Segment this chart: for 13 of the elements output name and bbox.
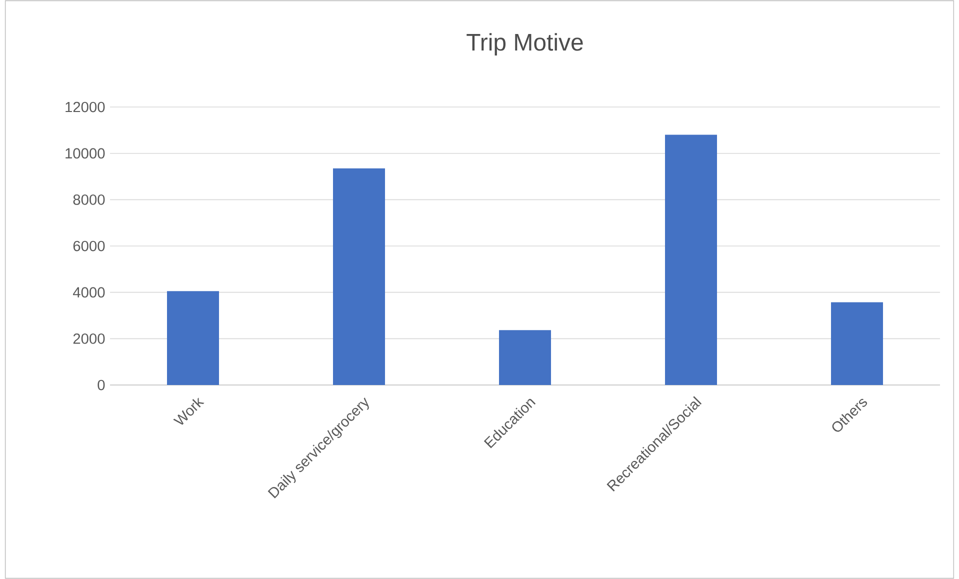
y-tick-label: 0: [98, 380, 105, 390]
chart-title: Trip Motive: [466, 33, 583, 56]
bar: [831, 302, 884, 386]
y-tick-label: 2000: [73, 333, 105, 344]
bar: [333, 168, 386, 386]
y-tick-label: 10000: [66, 148, 105, 159]
bar: [665, 134, 718, 386]
y-tick-label: 4000: [73, 287, 105, 298]
bar: [499, 330, 552, 386]
y-tick-label: 12000: [66, 102, 105, 112]
y-tick-label: 6000: [73, 240, 105, 252]
bar: [167, 291, 220, 386]
y-tick-label: 8000: [73, 194, 105, 205]
